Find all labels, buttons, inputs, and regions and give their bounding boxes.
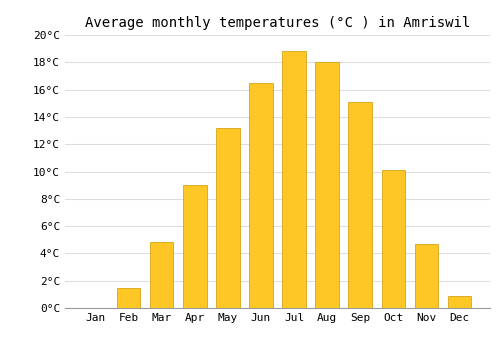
Bar [316, 62, 338, 308]
Bar [382, 170, 404, 308]
Bar [184, 185, 206, 308]
Bar [250, 83, 272, 308]
Bar [150, 243, 174, 308]
Title: Average monthly temperatures (°C ) in Amriswil: Average monthly temperatures (°C ) in Am… [85, 16, 470, 30]
Bar [118, 288, 141, 308]
Bar [414, 244, 438, 308]
Bar [282, 51, 306, 308]
Bar [216, 128, 240, 308]
Bar [448, 296, 470, 308]
Bar [348, 102, 372, 308]
